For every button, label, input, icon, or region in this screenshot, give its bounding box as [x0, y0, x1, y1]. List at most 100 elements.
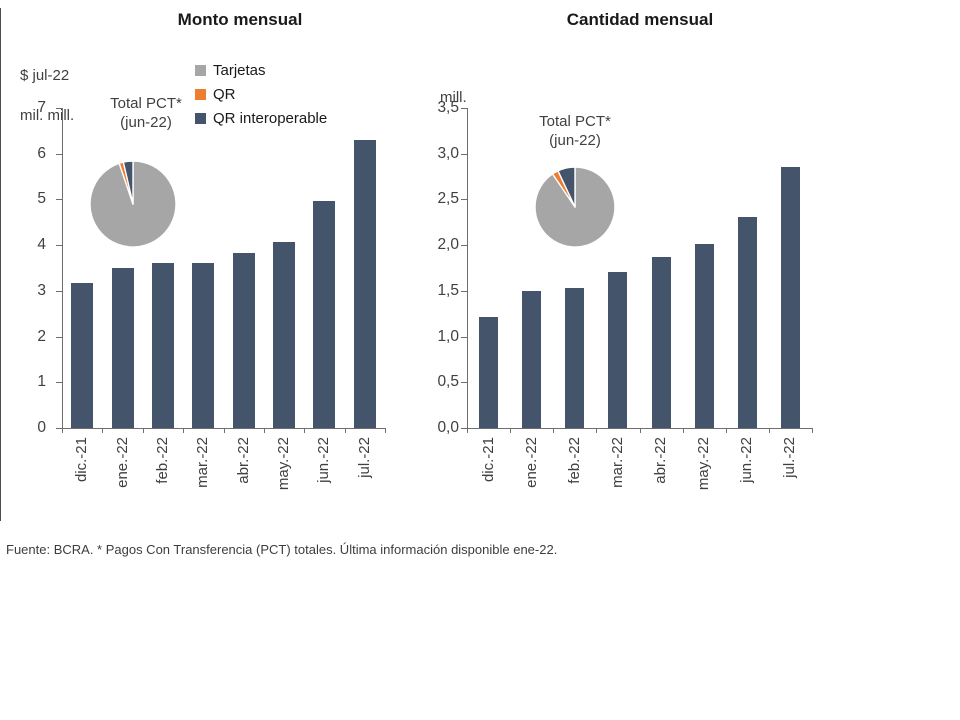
- legend-label: QR interoperable: [213, 109, 328, 127]
- legend-swatch-icon: [195, 112, 206, 124]
- y-tick-mark: [56, 337, 62, 338]
- bar-abr.-22: [652, 257, 671, 428]
- y-tick-mark: [56, 108, 62, 109]
- y-tick-mark: [461, 337, 467, 338]
- legend-label: QR: [213, 85, 236, 103]
- x-tick-label: abr.-22: [652, 437, 669, 484]
- x-tick-mark: [812, 428, 813, 433]
- y-tick-label: 3,5: [437, 99, 459, 116]
- bar-jul.-22: [354, 140, 376, 428]
- legend-item-qr: QR: [195, 82, 327, 106]
- x-tick-mark: [553, 428, 554, 433]
- left-border-line: [0, 8, 1, 521]
- pie-inset-title-line: Total PCT*: [539, 113, 611, 130]
- pie-inset-title-line: Total PCT*: [110, 95, 182, 112]
- legend-item-qr-interoperable: QR interoperable: [195, 106, 327, 130]
- bar-mar.-22: [192, 263, 214, 428]
- pie-slice-qr-interoperable: [557, 166, 576, 208]
- y-tick-mark: [56, 154, 62, 155]
- x-tick-mark: [769, 428, 770, 433]
- chart-title: Cantidad mensual: [566, 10, 714, 29]
- y-tick-label: 2,0: [437, 236, 459, 253]
- bar-abr.-22: [233, 253, 255, 428]
- pie-inset-title: Total PCT* (jun-22): [66, 94, 226, 132]
- bar-dic.-21: [71, 283, 93, 428]
- x-tick-mark: [102, 428, 103, 433]
- x-tick-mark: [726, 428, 727, 433]
- bar-ene.-22: [112, 268, 134, 428]
- pie-inset-chart: [89, 160, 177, 248]
- y-tick-label: 3,0: [437, 145, 459, 162]
- x-tick-label: jun.-22: [738, 437, 755, 483]
- x-tick-mark: [467, 428, 468, 433]
- x-tick-mark: [264, 428, 265, 433]
- x-tick-label: may.-22: [695, 437, 712, 491]
- y-tick-label: 1: [37, 373, 46, 390]
- y-axis-line: [62, 108, 63, 429]
- y-tick-label: 5: [37, 190, 46, 207]
- x-tick-mark: [143, 428, 144, 433]
- legend-swatch-icon: [195, 88, 206, 100]
- x-tick-mark: [683, 428, 684, 433]
- y-tick-mark: [461, 108, 467, 109]
- x-tick-mark: [224, 428, 225, 433]
- y-axis-unit-label: $ jul-22 mil. mill.: [20, 46, 74, 126]
- chart-title: Monto mensual: [177, 10, 303, 29]
- y-tick-label: 0,0: [437, 419, 459, 436]
- y-axis-unit-line: mill.: [440, 89, 467, 106]
- x-tick-mark: [62, 428, 63, 433]
- bar-dic.-21: [479, 317, 498, 428]
- source-note: Fuente: BCRA. * Pagos Con Transferencia …: [6, 542, 558, 557]
- y-tick-label: 0,5: [437, 373, 459, 390]
- y-tick-label: 2: [37, 328, 46, 345]
- bar-jul.-22: [781, 167, 800, 428]
- x-tick-label: dic.-21: [480, 437, 497, 483]
- bar-may.-22: [695, 244, 714, 428]
- pie-slice-qr-interoperable: [122, 160, 134, 205]
- x-tick-mark: [640, 428, 641, 433]
- y-tick-label: 2,5: [437, 190, 459, 207]
- y-tick-mark: [461, 199, 467, 200]
- bar-jun.-22: [313, 201, 335, 428]
- x-tick-mark: [345, 428, 346, 433]
- y-axis-unit-line: mil. mill.: [20, 107, 75, 124]
- x-tick-mark: [510, 428, 511, 433]
- x-tick-mark: [385, 428, 386, 433]
- x-tick-label: jul.-22: [781, 437, 798, 478]
- bar-feb.-22: [152, 263, 174, 428]
- y-tick-label: 1,5: [437, 282, 459, 299]
- x-tick-label: feb.-22: [566, 437, 583, 484]
- x-tick-mark: [304, 428, 305, 433]
- y-tick-mark: [56, 199, 62, 200]
- y-axis-unit-label: mill.: [440, 68, 467, 108]
- pie-inset-chart: [534, 166, 616, 248]
- y-tick-mark: [56, 382, 62, 383]
- x-tick-mark: [596, 428, 597, 433]
- y-tick-mark: [56, 291, 62, 292]
- x-tick-label: mar.-22: [609, 437, 626, 488]
- legend-item-tarjetas: Tarjetas: [195, 58, 327, 82]
- y-axis-unit-line: $ jul-22: [20, 67, 70, 84]
- y-tick-mark: [461, 382, 467, 383]
- y-tick-label: 7: [37, 99, 46, 116]
- bar-mar.-22: [608, 272, 627, 428]
- y-tick-mark: [56, 428, 62, 429]
- y-tick-mark: [461, 154, 467, 155]
- y-tick-mark: [461, 245, 467, 246]
- y-tick-label: 6: [37, 145, 46, 162]
- bar-may.-22: [273, 242, 295, 428]
- legend-label: Tarjetas: [213, 61, 266, 79]
- y-tick-label: 4: [37, 236, 46, 253]
- y-tick-mark: [461, 428, 467, 429]
- y-tick-label: 0: [37, 419, 46, 436]
- bar-ene.-22: [522, 291, 541, 428]
- y-axis-line: [467, 108, 468, 429]
- pie-inset-title: Total PCT* (jun-22): [495, 112, 655, 150]
- legend-swatch-icon: [195, 64, 206, 76]
- x-tick-label: ene.-22: [523, 437, 540, 488]
- y-tick-mark: [461, 291, 467, 292]
- legend: Tarjetas QR QR interoperable: [195, 58, 327, 130]
- y-tick-label: 3: [37, 282, 46, 299]
